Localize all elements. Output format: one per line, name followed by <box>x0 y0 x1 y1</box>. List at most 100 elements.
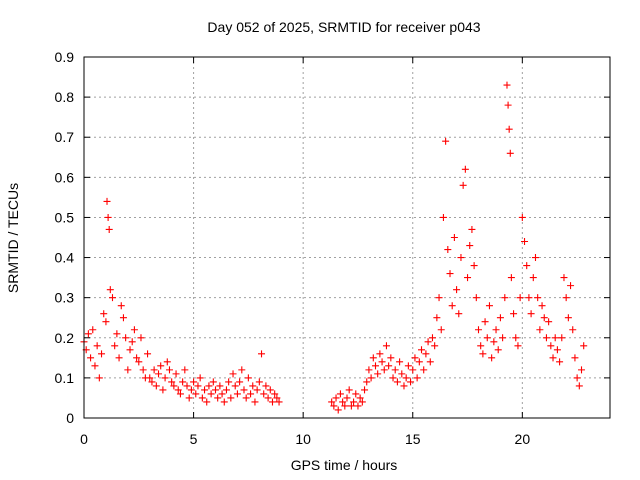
x-tick-label: 0 <box>80 431 88 447</box>
data-point <box>387 354 395 362</box>
data-point <box>485 302 493 310</box>
data-point <box>339 398 347 406</box>
y-axis-title: SRMTID / TECUs <box>5 183 21 293</box>
data-point <box>365 366 373 374</box>
data-point <box>122 334 130 342</box>
data-point <box>468 225 476 233</box>
y-tick-label: 0.4 <box>55 250 75 266</box>
data-point <box>569 326 577 334</box>
data-point <box>521 238 529 246</box>
data-point <box>393 378 401 386</box>
data-point <box>531 254 539 262</box>
data-point <box>444 246 452 254</box>
data-point <box>102 318 110 326</box>
data-point <box>545 318 553 326</box>
data-point <box>155 370 163 378</box>
data-point <box>380 366 388 374</box>
data-point <box>453 286 461 294</box>
data-point <box>551 334 559 342</box>
data-point <box>400 382 408 390</box>
data-point <box>240 386 248 394</box>
data-point <box>542 334 550 342</box>
data-point <box>391 366 399 374</box>
data-point <box>89 326 97 334</box>
data-point <box>371 362 379 370</box>
data-point <box>108 294 116 302</box>
data-point <box>437 326 445 334</box>
data-point <box>135 358 143 366</box>
data-point <box>106 286 114 294</box>
data-point <box>218 390 226 398</box>
data-point <box>540 314 548 322</box>
data-point <box>461 165 469 173</box>
data-point <box>459 181 467 189</box>
data-point <box>499 334 507 342</box>
data-point <box>418 346 426 354</box>
data-point <box>560 274 568 282</box>
data-point <box>404 362 412 370</box>
data-point <box>504 101 512 109</box>
data-point <box>450 234 458 241</box>
y-tick-label: 0.3 <box>55 290 75 306</box>
data-point <box>575 382 583 390</box>
data-point <box>549 354 557 362</box>
data-point <box>194 382 202 390</box>
data-point <box>227 394 235 402</box>
data-point <box>255 378 263 386</box>
data-point <box>505 125 513 133</box>
data-point <box>369 354 377 362</box>
y-tick-label: 0.1 <box>55 370 75 386</box>
data-point <box>558 334 566 342</box>
data-point <box>105 225 113 233</box>
data-point <box>573 374 581 382</box>
data-point <box>104 213 112 221</box>
data-point <box>363 378 371 386</box>
data-point <box>139 366 147 374</box>
data-point <box>183 382 191 390</box>
data-point <box>146 374 154 382</box>
data-point <box>435 294 443 302</box>
data-point <box>260 390 268 398</box>
axis-ticks: 0 0.1 0.2 0.3 0.4 0.5 0.6 0.7 0.8 0.9 0 5 10 15 20 <box>55 49 610 447</box>
data-point <box>378 358 386 366</box>
data-point <box>420 366 428 374</box>
data-point <box>247 390 255 398</box>
data-point <box>330 402 338 410</box>
data-point <box>244 374 252 382</box>
data-point <box>475 326 482 334</box>
y-tick-label: 0.9 <box>55 49 75 65</box>
data-point <box>477 342 485 350</box>
x-tick-label: 20 <box>515 431 531 447</box>
data-point <box>439 213 447 221</box>
data-point <box>187 386 195 394</box>
data-point <box>385 362 393 370</box>
data-point <box>111 342 119 350</box>
data-point <box>518 213 526 221</box>
data-point <box>84 330 92 338</box>
data-point <box>538 302 546 310</box>
data-point <box>203 398 211 406</box>
data-point <box>196 374 204 382</box>
data-point <box>222 386 230 394</box>
data-point <box>556 358 564 366</box>
data-point <box>514 342 522 350</box>
data-point <box>271 390 279 398</box>
data-point <box>174 386 182 394</box>
data-point <box>179 378 187 386</box>
data-point <box>525 294 533 302</box>
data-point <box>341 402 349 410</box>
data-point <box>409 366 417 374</box>
data-point <box>264 394 272 402</box>
data-point <box>428 334 436 342</box>
data-point <box>481 318 489 326</box>
data-point <box>466 242 474 250</box>
data-point <box>266 386 274 394</box>
data-point <box>113 330 121 338</box>
data-point <box>253 386 261 394</box>
data-point <box>580 342 588 350</box>
data-point <box>249 382 257 390</box>
data-point <box>343 394 351 402</box>
data-point <box>347 402 355 410</box>
data-point <box>144 350 152 358</box>
data-point <box>163 358 171 366</box>
